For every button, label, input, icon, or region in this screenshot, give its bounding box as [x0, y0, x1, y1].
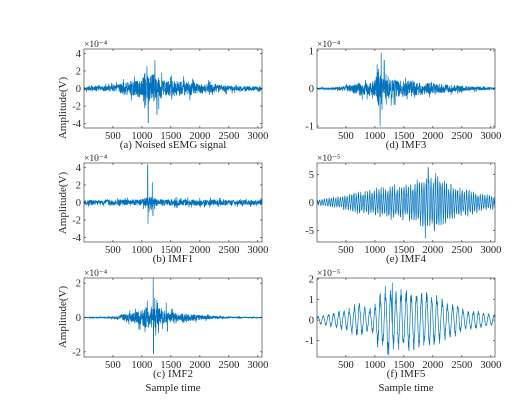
- x-tick-label: 1500: [160, 245, 181, 256]
- x-axis-label: Sample time: [378, 382, 433, 394]
- y-tick-label: 1: [309, 295, 314, 306]
- x-tick-label: 1000: [131, 360, 152, 371]
- y-axis-label: Amplitude(V): [57, 286, 69, 349]
- x-tick-label: 1500: [393, 360, 414, 371]
- signal-line: [83, 277, 263, 354]
- x-tick-label: 500: [338, 131, 354, 142]
- y-tick-label: -2: [72, 347, 81, 358]
- exponent-label: ×10⁻⁴: [84, 269, 108, 279]
- signal-line: [83, 164, 263, 224]
- x-tick-label: 2000: [422, 131, 443, 142]
- panel-d-imf3: ×10⁻⁴ (d) IMF3 500 1000 1500 2000 2500 3000 -1…: [305, 40, 501, 151]
- x-tick-label: 1500: [393, 131, 414, 142]
- x-tick-label: 2000: [189, 245, 210, 256]
- x-tick-label: 2500: [218, 245, 239, 256]
- panel-a-noised-semg: Amplitude(V) ×10⁻⁴ (a) Noised sEMG signa…: [57, 40, 268, 151]
- panel-c-imf2: Amplitude(V) ×10⁻⁴ (c) IMF2 Sample time …: [57, 269, 268, 394]
- exponent-label: ×10⁻⁵: [317, 269, 340, 279]
- x-tick-label: 2000: [189, 131, 210, 142]
- plot-area: [83, 164, 263, 224]
- y-tick-label: -1: [305, 336, 314, 347]
- y-tick-label: 2: [309, 275, 314, 286]
- x-tick-label: 2500: [451, 245, 472, 256]
- y-tick-label: 4: [76, 49, 82, 60]
- y-axis-label: Amplitude(V): [57, 77, 69, 140]
- plot-area: [83, 60, 263, 124]
- y-tick-label: 0: [309, 84, 314, 95]
- x-tick-label: 3000: [480, 245, 501, 256]
- x-tick-label: 2000: [422, 245, 443, 256]
- panel-label: (e) IMF4: [386, 253, 427, 265]
- x-tick-label: 500: [105, 360, 121, 371]
- panel-e-imf4: ×10⁻⁵ (e) IMF4 500 1000 1500 2000 2500 3000 -5…: [305, 154, 501, 265]
- exponent-label: ×10⁻⁴: [84, 154, 108, 164]
- y-tick-label: 2: [76, 66, 81, 77]
- y-axis-label: Amplitude(V): [57, 172, 69, 235]
- x-tick-label: 3000: [480, 131, 501, 142]
- y-tick-label: -4: [72, 233, 81, 244]
- x-tick-label: 3000: [247, 131, 268, 142]
- x-tick-label: 1000: [131, 131, 152, 142]
- y-tick-label: 4: [76, 163, 82, 174]
- panel-f-imf5: ×10⁻⁵ (f) IMF5 Sample time 500 1000 1500 20…: [305, 269, 501, 394]
- signal-line: [316, 282, 496, 356]
- axes-box: [316, 277, 496, 358]
- panel-label: (c) IMF2: [153, 368, 193, 380]
- panel-label: (d) IMF3: [386, 139, 427, 151]
- x-axis-label: Sample time: [145, 382, 200, 394]
- x-tick-label: 2500: [218, 360, 239, 371]
- y-tick-label: 2: [76, 279, 81, 290]
- signal-line: [316, 52, 496, 127]
- signal-line: [316, 167, 496, 239]
- y-tick-label: 0: [76, 84, 81, 95]
- y-tick-label: 0: [309, 198, 314, 209]
- x-tick-label: 1500: [160, 131, 181, 142]
- x-tick-label: 2500: [451, 360, 472, 371]
- x-tick-label: 3000: [247, 360, 268, 371]
- y-tick-label: -2: [72, 216, 81, 227]
- x-tick-label: 2500: [218, 131, 239, 142]
- signal-line: [83, 60, 263, 124]
- y-tick-label: 0: [76, 313, 81, 324]
- x-tick-label: 2000: [189, 360, 210, 371]
- y-tick-label: 0: [76, 198, 81, 209]
- x-tick-label: 1000: [131, 245, 152, 256]
- x-tick-label: 500: [338, 360, 354, 371]
- y-tick-label: -1: [305, 122, 314, 133]
- x-tick-label: 500: [105, 245, 121, 256]
- x-tick-label: 1500: [393, 245, 414, 256]
- panel-label: (f) IMF5: [387, 368, 426, 380]
- exponent-label: ×10⁻⁴: [317, 40, 341, 50]
- panel-label: (b) IMF1: [153, 253, 194, 265]
- plot-area: [316, 282, 496, 356]
- x-tick-label: 1000: [364, 360, 385, 371]
- x-tick-label: 2000: [422, 360, 443, 371]
- plot-area: [316, 167, 496, 239]
- exponent-label: ×10⁻⁵: [317, 154, 340, 164]
- plot-area: [316, 52, 496, 127]
- x-tick-label: 3000: [480, 360, 501, 371]
- y-tick-label: -2: [72, 102, 81, 113]
- x-tick-label: 1000: [364, 245, 385, 256]
- x-tick-label: 1500: [160, 360, 181, 371]
- plot-area: [83, 277, 263, 354]
- panel-b-imf1: Amplitude(V) ×10⁻⁴ (b) IMF1 500 1000 1500 2…: [57, 154, 268, 265]
- x-tick-label: 500: [105, 131, 121, 142]
- x-tick-label: 3000: [247, 245, 268, 256]
- y-tick-label: 5: [309, 170, 314, 181]
- exponent-label: ×10⁻⁴: [84, 40, 108, 50]
- x-tick-label: 2500: [451, 131, 472, 142]
- y-tick-label: -4: [72, 119, 81, 130]
- x-tick-label: 500: [338, 245, 354, 256]
- panel-label: (a) Noised sEMG signal: [120, 139, 227, 151]
- x-tick-label: 1000: [364, 131, 385, 142]
- y-tick-label: -5: [305, 226, 314, 237]
- y-tick-label: 0: [309, 316, 314, 327]
- y-tick-label: 2: [76, 180, 81, 191]
- y-tick-label: 1: [309, 46, 314, 57]
